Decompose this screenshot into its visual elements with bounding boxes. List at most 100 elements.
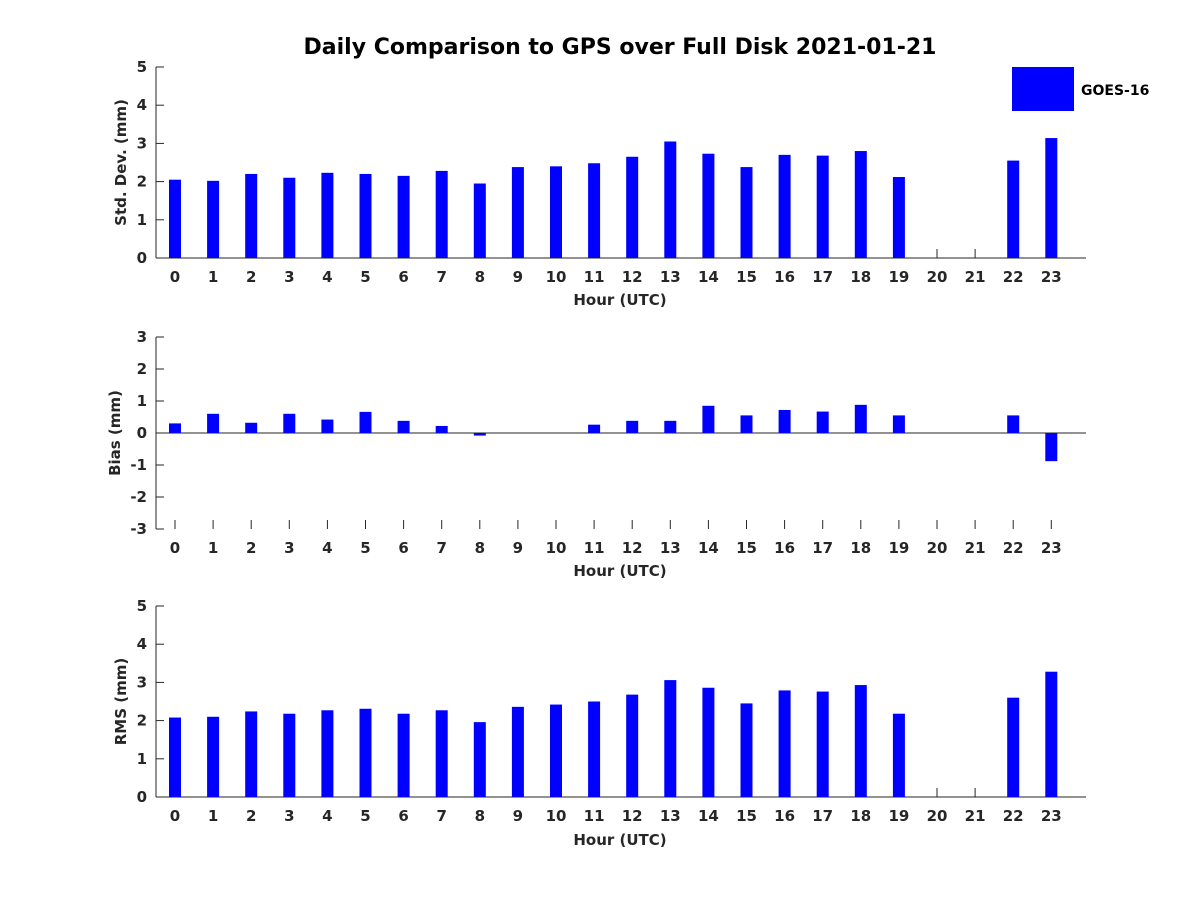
bar-hour-11 [588,424,601,433]
x-tick-label: 20 [927,539,948,557]
bar-hour-14 [702,405,715,433]
y-tick-label: 3 [137,134,147,152]
y-tick-label: 3 [137,328,147,346]
bar-hour-17 [816,691,829,797]
bar-hour-0 [169,179,181,258]
bar-hour-3 [283,177,296,258]
x-tick-label: 22 [1003,807,1024,825]
bar-hour-11 [588,163,601,258]
bar-hour-3 [283,413,296,433]
x-tick-label: 16 [774,539,795,557]
y-tick-label: 2 [137,712,147,730]
x-tick-label: 23 [1041,539,1062,557]
bar-hour-9 [511,167,524,258]
legend-swatch-goes-16 [1012,67,1074,111]
x-tick-label: 15 [736,807,757,825]
x-axis-label: Hour (UTC) [573,562,666,580]
x-axis-label: Hour (UTC) [573,291,666,309]
y-tick-label: -3 [130,520,147,538]
x-tick-label: 13 [660,268,681,286]
y-axis-label: Bias (mm) [106,390,124,476]
x-tick-label: 11 [584,268,605,286]
x-tick-label: 11 [584,539,605,557]
bar-hour-18 [854,404,867,433]
x-axis-label: Hour (UTC) [573,831,666,849]
y-tick-label: 2 [137,173,147,191]
x-tick-label: 1 [208,268,218,286]
x-tick-label: 8 [475,539,485,557]
bar-hour-12 [626,694,639,797]
bar-hour-22 [1007,160,1020,258]
x-tick-label: 17 [812,807,833,825]
bar-hour-5 [359,173,372,258]
legend-label-goes-16: GOES-16 [1081,83,1149,99]
x-tick-label: 10 [546,807,567,825]
x-tick-label: 17 [812,539,833,557]
x-tick-label: 7 [436,807,446,825]
bar-hour-4 [321,419,334,433]
y-tick-label: 2 [137,360,147,378]
x-tick-label: 23 [1041,807,1062,825]
y-tick-label: 1 [137,750,147,768]
bar-hour-13 [664,420,677,433]
x-tick-label: 9 [513,807,523,825]
x-tick-label: 23 [1041,268,1062,286]
x-tick-label: 19 [888,268,909,286]
x-tick-label: 19 [888,807,909,825]
x-tick-label: 4 [322,539,332,557]
y-tick-label: 1 [137,392,147,410]
y-tick-label: 4 [137,96,147,114]
x-tick-label: 20 [927,807,948,825]
bar-hour-18 [854,151,867,258]
x-tick-label: 9 [513,268,523,286]
bar-hour-13 [664,141,677,258]
x-tick-label: 16 [774,807,795,825]
x-tick-label: 8 [475,268,485,286]
x-tick-label: 6 [398,807,408,825]
bar-hour-16 [778,154,791,258]
x-tick-label: 7 [436,268,446,286]
x-tick-label: 7 [436,539,446,557]
bar-hour-1 [207,716,220,797]
x-tick-label: 0 [170,268,180,286]
x-tick-label: 1 [208,539,218,557]
y-tick-label: 1 [137,211,147,229]
bar-hour-17 [816,155,829,258]
x-tick-label: 14 [698,807,719,825]
y-axis-label: RMS (mm) [112,658,130,745]
bar-hour-23 [1045,671,1058,797]
bar-hour-0 [169,717,181,797]
y-tick-label: 0 [137,424,147,442]
bar-hour-6 [397,713,410,797]
bar-hour-8 [473,433,486,436]
bar-hour-23 [1045,433,1058,462]
bar-hour-16 [778,690,791,797]
bar-hour-17 [816,411,829,433]
y-tick-label: -2 [130,488,147,506]
legend: GOES-16 [1012,67,1149,111]
x-tick-label: 21 [965,539,986,557]
x-tick-label: 21 [965,268,986,286]
x-tick-label: 15 [736,268,757,286]
x-tick-label: 9 [513,539,523,557]
bar-hour-10 [550,704,562,797]
bar-hour-9 [511,706,524,797]
bar-hour-7 [435,425,448,433]
x-tick-label: 22 [1003,539,1024,557]
bar-hour-16 [778,409,791,433]
bar-hour-6 [397,420,410,433]
x-tick-label: 13 [660,539,681,557]
x-tick-label: 12 [622,539,643,557]
x-tick-label: 22 [1003,268,1024,286]
x-tick-label: 15 [736,539,757,557]
bar-hour-6 [397,175,410,258]
x-tick-label: 6 [398,268,408,286]
bar-hour-1 [207,180,220,258]
y-tick-label: 4 [137,635,147,653]
bar-hour-11 [588,701,601,797]
bar-hour-12 [626,156,639,258]
bar-hour-22 [1007,697,1020,797]
